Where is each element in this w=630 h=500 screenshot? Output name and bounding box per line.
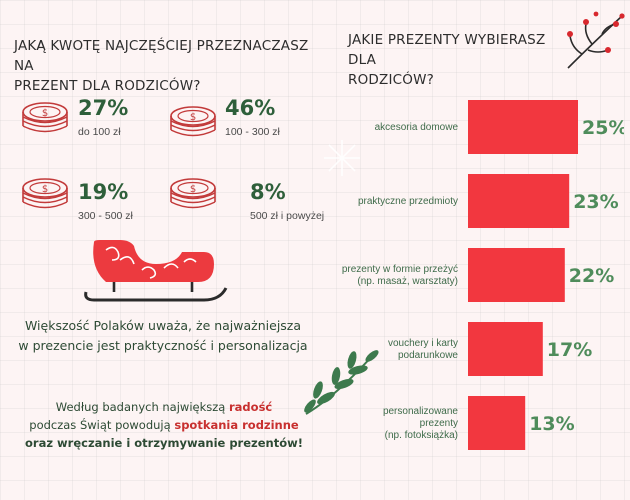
amount-range-1: do 100 zł <box>78 126 121 138</box>
coin-stack-icon: $ <box>168 176 218 216</box>
mistletoe-branch-icon <box>296 346 386 431</box>
category-label-5: personalizowane prezenty (np. fotoksiążka) <box>383 406 458 441</box>
note-line-2-text: podczas Świąt powodują <box>29 418 175 432</box>
gift-question-line-1: JAKIE PREZENTY WYBIERASZ DLA <box>348 32 546 68</box>
bar-value-label-2: 23% <box>573 191 618 213</box>
sleigh-icon <box>80 238 230 309</box>
category-label-2: praktyczne przedmioty <box>358 196 458 207</box>
bar-5 <box>468 396 526 450</box>
amount-percent-2: 46% <box>225 96 276 120</box>
note-emphasis-joy: radość <box>229 400 273 414</box>
amount-question-heading: JAKĄ KWOTĘ NAJCZĘŚCIEJ PRZEZNACZASZ NA P… <box>14 36 314 96</box>
svg-text:$: $ <box>42 184 48 195</box>
claim-line-1: Większość Polaków uważa, że najważniejsz… <box>24 318 302 333</box>
category-label-1: akcesoria domowe <box>375 122 459 133</box>
note-line-3: oraz wręczanie i otrzymywanie prezentów! <box>25 436 303 450</box>
amount-question-line-2: PREZENT DLA RODZICÓW? <box>14 78 201 94</box>
gift-question-line-2: RODZICÓW? <box>348 72 434 88</box>
amount-percent-3: 19% <box>78 180 129 204</box>
bar-value-label-1: 25% <box>582 117 624 139</box>
practicality-claim: Większość Polaków uważa, że najważniejsz… <box>10 316 316 356</box>
coin-stack-icon: $ <box>20 100 70 140</box>
bar-3 <box>468 248 565 302</box>
category-label-3: prezenty w formie przeżyć (np. masaż, war… <box>342 264 458 287</box>
gift-question-heading: JAKIE PREZENTY WYBIERASZ DLA RODZICÓW? <box>348 30 568 90</box>
note-line-1-text: Według badanych największą <box>55 400 229 414</box>
coin-stack-icon: $ <box>20 176 70 216</box>
bar-4 <box>468 322 543 376</box>
svg-text:$: $ <box>190 112 196 123</box>
bar-value-label-4: 17% <box>547 339 592 361</box>
joy-note: Według badanych największą radość podcza… <box>14 398 314 452</box>
amount-range-3: 300 - 500 zł <box>78 210 133 222</box>
amount-range-4: 500 zł i powyżej <box>250 210 325 222</box>
svg-text:$: $ <box>42 108 48 119</box>
category-label-4: vouchery i karty podarunkowe <box>388 338 458 361</box>
snowflake-icon <box>322 138 362 183</box>
amount-percent-1: 27% <box>78 96 129 120</box>
berry-branch-icon <box>560 6 630 81</box>
bar-2 <box>468 174 570 228</box>
bar-1 <box>468 100 578 154</box>
amount-percent-4: 8% <box>250 180 286 204</box>
bar-value-label-5: 13% <box>529 413 574 435</box>
coin-stack-icon: $ <box>168 104 218 144</box>
amount-range-2: 100 - 300 zł <box>225 126 280 138</box>
amount-question-line-1: JAKĄ KWOTĘ NAJCZĘŚCIEJ PRZEZNACZASZ NA <box>14 38 309 74</box>
gift-bar-chart: 25% akcesoria domowe 23% praktyczne przedmi… <box>342 100 624 450</box>
claim-line-2: w prezencie jest praktyczność i personal… <box>18 338 308 353</box>
note-emphasis-meetings: spotkania rodzinne <box>174 418 299 432</box>
svg-text:$: $ <box>190 184 196 195</box>
bar-value-label-3: 22% <box>569 265 614 287</box>
